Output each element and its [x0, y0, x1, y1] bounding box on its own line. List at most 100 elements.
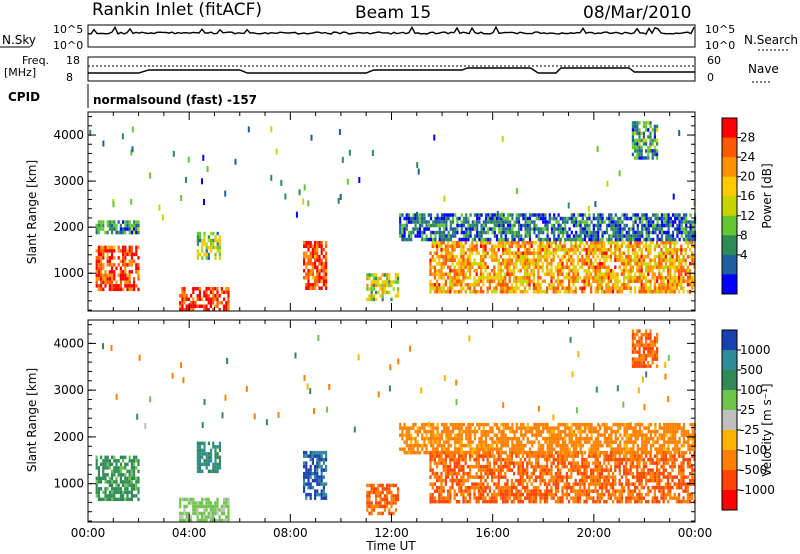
heatmap-cell	[210, 459, 213, 463]
heatmap-cell	[640, 482, 643, 486]
heatmap-cell	[673, 286, 676, 290]
heatmap-cell	[316, 471, 319, 476]
heatmap-cell	[436, 461, 439, 465]
heatmap-cell	[447, 475, 450, 479]
heatmap-cell	[652, 230, 655, 235]
heatmap-cell	[634, 248, 637, 252]
heatmap-cell	[673, 283, 676, 287]
heatmap-cell	[497, 450, 500, 455]
heatmap-cell	[506, 220, 510, 224]
heatmap-cell	[553, 237, 556, 242]
heatmap-cell	[682, 227, 686, 231]
heatmap-cell	[623, 489, 626, 493]
heatmap-cell	[372, 490, 375, 495]
heatmap-cell	[642, 457, 645, 462]
heatmap-cell	[649, 269, 652, 273]
heatmap-cell	[673, 265, 676, 269]
heatmap-cell	[442, 290, 445, 294]
heatmap-cell	[629, 457, 632, 462]
heatmap-cell	[366, 287, 369, 291]
heatmap-cell	[444, 272, 447, 276]
heatmap-cell	[596, 272, 599, 276]
heatmap-cell	[642, 283, 645, 287]
heatmap-cell	[464, 478, 467, 483]
heatmap-cell	[119, 273, 122, 278]
heatmap-cell	[590, 262, 593, 266]
heatmap-cell	[660, 255, 663, 259]
heatmap-cell	[97, 277, 100, 281]
heatmap-cell	[592, 244, 595, 248]
heatmap-cell	[544, 223, 547, 228]
heatmap-cell	[552, 283, 555, 287]
heatmap-cell	[581, 216, 584, 221]
heatmap-cell	[100, 252, 103, 257]
heatmap-cell	[583, 475, 586, 479]
heatmap-cell	[444, 478, 447, 483]
heatmap-cell	[542, 230, 545, 235]
heatmap-cell	[621, 237, 624, 242]
heatmap-cell	[458, 290, 461, 294]
heatmap-cell	[225, 287, 228, 291]
heatmap-cell	[434, 220, 437, 224]
heatmap-cell	[638, 286, 641, 290]
heatmap-cell	[572, 457, 575, 462]
heatmap-cell	[117, 273, 120, 278]
heatmap-cell	[574, 265, 577, 269]
heatmap-cell	[686, 272, 689, 276]
heatmap-cell	[497, 269, 500, 273]
heatmap-cell	[508, 244, 511, 248]
heatmap-cell	[601, 482, 604, 486]
heatmap-cell	[557, 248, 560, 252]
heatmap-cell	[539, 464, 542, 469]
heatmap-cell	[583, 276, 586, 280]
heatmap-cell	[664, 255, 667, 259]
heatmap-cell	[499, 265, 502, 269]
heatmap-cell	[656, 142, 659, 146]
heatmap-cell	[504, 237, 507, 242]
heatmap-cell	[455, 272, 458, 276]
heatmap-cell	[460, 230, 463, 235]
heatmap-cell	[532, 276, 535, 280]
heatmap-cell	[480, 478, 483, 483]
heatmap-cell	[471, 251, 474, 255]
heatmap-cell	[658, 272, 661, 276]
heatmap-cell	[638, 478, 641, 483]
heatmap-cell	[530, 269, 533, 273]
heatmap-cell	[583, 492, 586, 497]
heatmap-cell	[388, 283, 391, 288]
heatmap-cell	[631, 265, 634, 269]
heatmap-cell	[106, 462, 109, 467]
noise-point	[131, 146, 134, 153]
heatmap-cell	[640, 492, 643, 497]
heatmap-cell	[554, 471, 557, 476]
heatmap-cell	[680, 262, 683, 266]
heatmap-cell	[466, 262, 469, 266]
heatmap-cell	[443, 440, 446, 444]
heatmap-cell	[97, 273, 100, 278]
heatmap-cell	[429, 443, 433, 448]
heatmap-cell	[209, 301, 212, 305]
heatmap-cell	[403, 433, 406, 437]
heatmap-cell	[438, 290, 441, 294]
heatmap-cell	[627, 279, 630, 283]
heatmap-cell	[104, 249, 107, 253]
heatmap-cell	[311, 248, 314, 252]
heatmap-cell	[682, 213, 686, 217]
heatmap-cell	[537, 244, 540, 248]
heatmap-cell	[517, 269, 520, 273]
heatmap-cell	[201, 452, 204, 456]
heatmap-cell	[502, 227, 505, 231]
heatmap-cell	[590, 286, 593, 290]
heatmap-cell	[117, 459, 120, 463]
heatmap-cell	[318, 464, 321, 469]
heatmap-cell	[108, 263, 111, 267]
heatmap-cell	[636, 138, 639, 143]
heatmap-cell	[493, 230, 496, 235]
heatmap-cell	[128, 270, 131, 274]
heatmap-cell	[97, 266, 100, 271]
heatmap-cell	[623, 276, 626, 280]
heatmap-cell	[111, 220, 114, 224]
heatmap-cell	[214, 304, 217, 308]
heatmap-cell	[482, 255, 485, 259]
heatmap-cell	[662, 454, 665, 458]
